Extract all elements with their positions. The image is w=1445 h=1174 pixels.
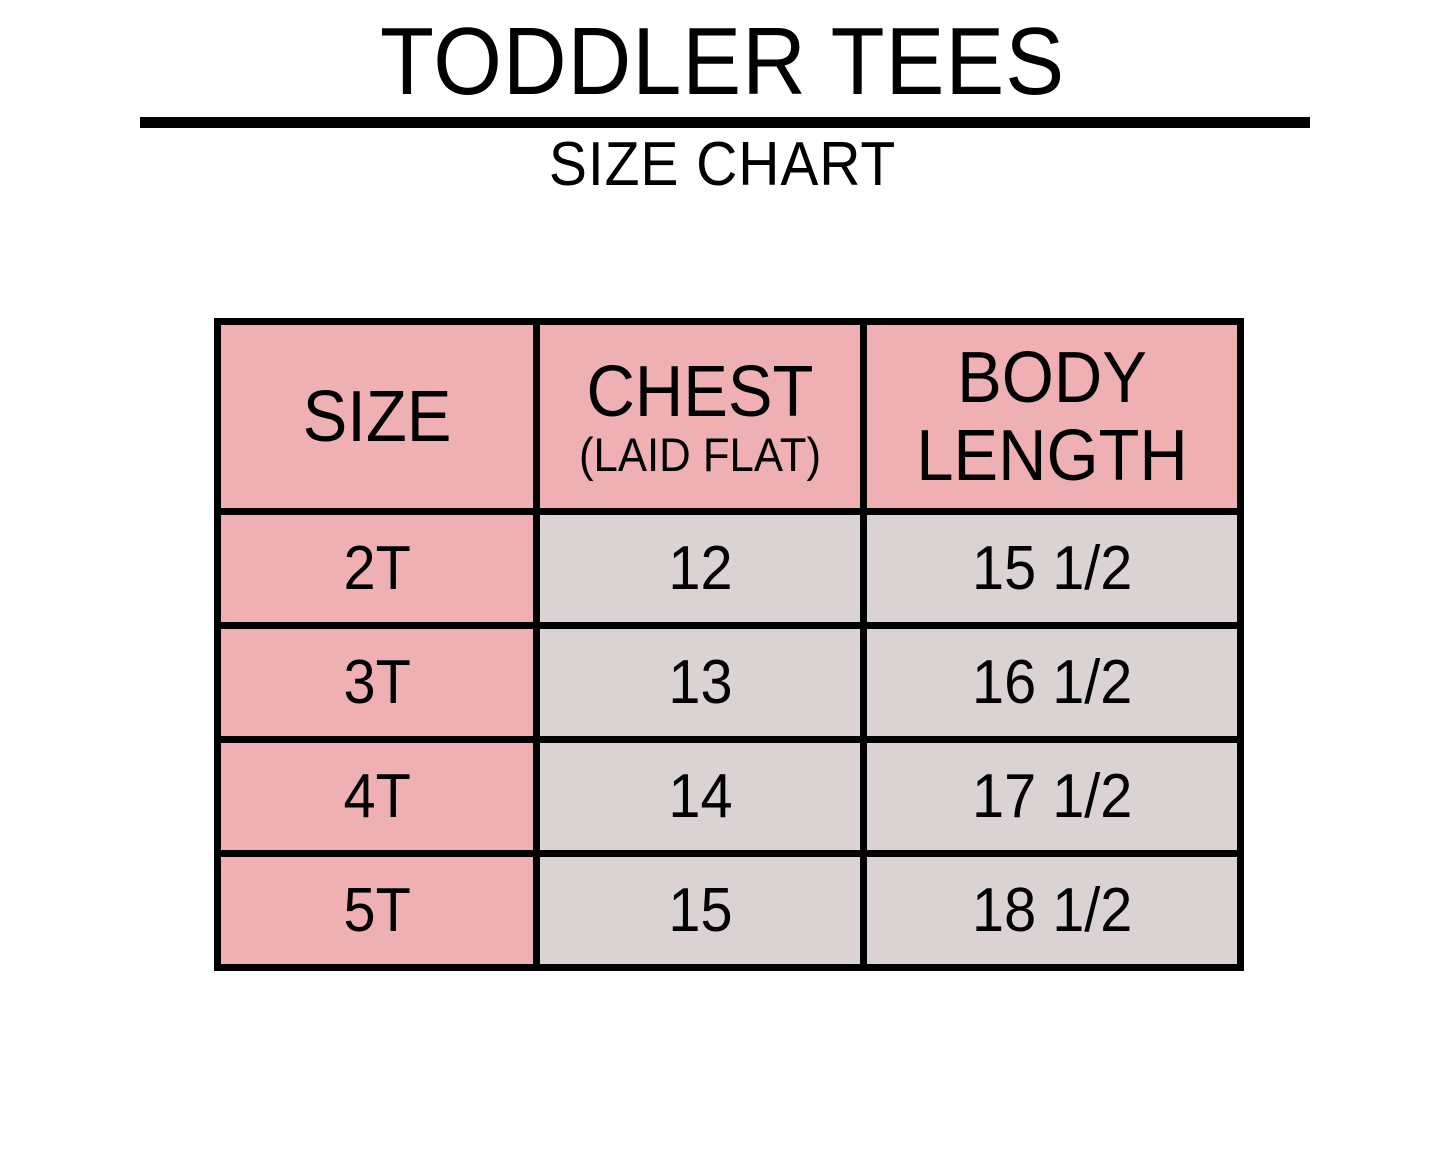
column-header-chest-sublabel: (LAID FLAT): [578, 427, 822, 481]
cell-body-length: 17 1/2: [860, 736, 1244, 857]
cell-chest: 14: [533, 736, 867, 857]
cell-size: 3T: [214, 622, 540, 743]
title-block: TODDLER TEES: [0, 0, 1445, 114]
column-header-body-length: BODY LENGTH: [860, 318, 1244, 515]
cell-chest-value: 15: [667, 875, 733, 945]
column-header-size-label: SIZE: [302, 376, 452, 457]
cell-size: 2T: [214, 508, 540, 629]
table-row: 5T 15 18 1/2: [214, 850, 1244, 971]
cell-body-length-value: 17 1/2: [971, 761, 1133, 831]
cell-chest-value: 14: [667, 761, 733, 831]
cell-body-length-value: 18 1/2: [971, 875, 1133, 945]
cell-chest: 15: [533, 850, 867, 971]
column-header-size: SIZE: [214, 318, 540, 515]
column-header-chest: CHEST (LAID FLAT): [533, 318, 867, 515]
cell-chest: 12: [533, 508, 867, 629]
column-header-chest-label: CHEST: [586, 351, 814, 432]
table-body: 2T 12 15 1/2 3T 13: [214, 508, 1244, 971]
page-title: TODDLER TEES: [379, 8, 1066, 115]
table-row: 3T 13 16 1/2: [214, 622, 1244, 743]
page-subtitle: SIZE CHART: [548, 130, 897, 199]
cell-chest-value: 13: [667, 647, 733, 717]
cell-size: 5T: [214, 850, 540, 971]
cell-body-length-value: 15 1/2: [971, 533, 1133, 603]
cell-chest-value: 12: [667, 533, 733, 603]
table-header-row: SIZE CHEST (LAID FLAT) BODY LENGTH: [214, 318, 1244, 515]
table-row: 4T 14 17 1/2: [214, 736, 1244, 857]
cell-body-length-value: 16 1/2: [971, 647, 1133, 717]
cell-size-value: 4T: [343, 761, 411, 831]
column-header-length-label: LENGTH: [916, 415, 1188, 496]
cell-size-value: 5T: [343, 875, 411, 945]
size-chart-table-wrap: SIZE CHEST (LAID FLAT) BODY LENGTH: [214, 318, 1244, 971]
cell-chest: 13: [533, 622, 867, 743]
title-divider-rule: [140, 117, 1310, 128]
size-chart-table: SIZE CHEST (LAID FLAT) BODY LENGTH: [214, 318, 1244, 971]
cell-body-length: 18 1/2: [860, 850, 1244, 971]
cell-body-length: 16 1/2: [860, 622, 1244, 743]
cell-body-length: 15 1/2: [860, 508, 1244, 629]
cell-size-value: 3T: [343, 647, 411, 717]
table-row: 2T 12 15 1/2: [214, 508, 1244, 629]
column-header-body-label: BODY: [957, 337, 1147, 418]
cell-size: 4T: [214, 736, 540, 857]
cell-size-value: 2T: [343, 533, 411, 603]
